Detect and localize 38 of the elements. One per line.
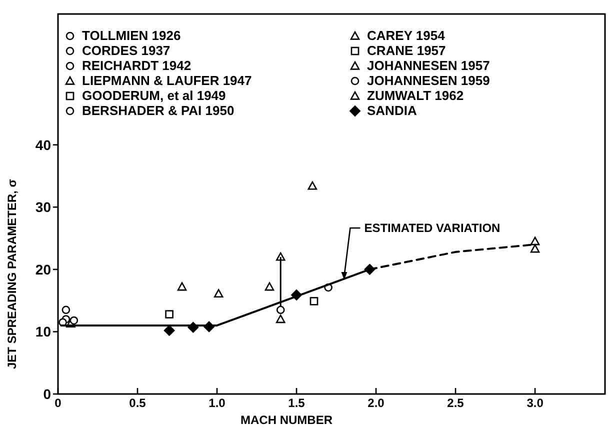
point: [276, 306, 285, 314]
y-tick-label: 10: [35, 324, 52, 340]
x-tick-label: 1.5: [288, 396, 306, 410]
legend-label: BERSHADER & PAI 1950: [82, 103, 234, 118]
point: [530, 244, 540, 253]
point: [308, 181, 318, 190]
legend-label: REICHARDT 1942: [82, 58, 192, 73]
point: [264, 282, 274, 291]
x-tick-label: 0.5: [129, 396, 146, 410]
point: [276, 314, 286, 324]
point: [214, 289, 224, 298]
y-tick-label: 30: [35, 199, 52, 216]
legend-label: JOHANNESEN 1959: [367, 73, 490, 88]
legend-label: JOHANNESEN 1957: [367, 58, 490, 73]
x-tick-label: 2.5: [447, 396, 464, 410]
point: [177, 282, 187, 291]
y-axis-title: JET SPREADING PARAMETER, σ: [5, 178, 19, 370]
y-tick-label: 20: [35, 261, 52, 278]
legend-label: CORDES 1937: [82, 43, 170, 58]
x-tick-label: 0: [54, 396, 62, 410]
point: [70, 316, 78, 325]
legend-label: CRANE 1957: [367, 43, 446, 58]
point: [62, 306, 70, 314]
legend-label: SANDIA: [367, 103, 418, 118]
annotation: ESTIMATED VARIATION: [364, 221, 500, 235]
point: [310, 297, 318, 306]
y-tick-label: 40: [35, 136, 52, 153]
legend-label: ZUMWALT 1962: [367, 88, 464, 103]
x-axis-title: MACH NUMBER: [240, 413, 333, 427]
x-tick-label: 1.0: [208, 396, 226, 410]
legend-label: CAREY 1954: [367, 28, 446, 43]
point: [530, 236, 540, 246]
legend-label: TOLLMIEN 1926: [82, 28, 181, 43]
legend-label: GOODERUM, et al 1949: [82, 88, 226, 103]
point: [165, 310, 174, 318]
legend-label: LIEPMANN & LAUFER 1947: [82, 73, 252, 88]
x-tick-label: 3.0: [526, 396, 544, 410]
x-tick-label: 2.0: [368, 396, 385, 410]
